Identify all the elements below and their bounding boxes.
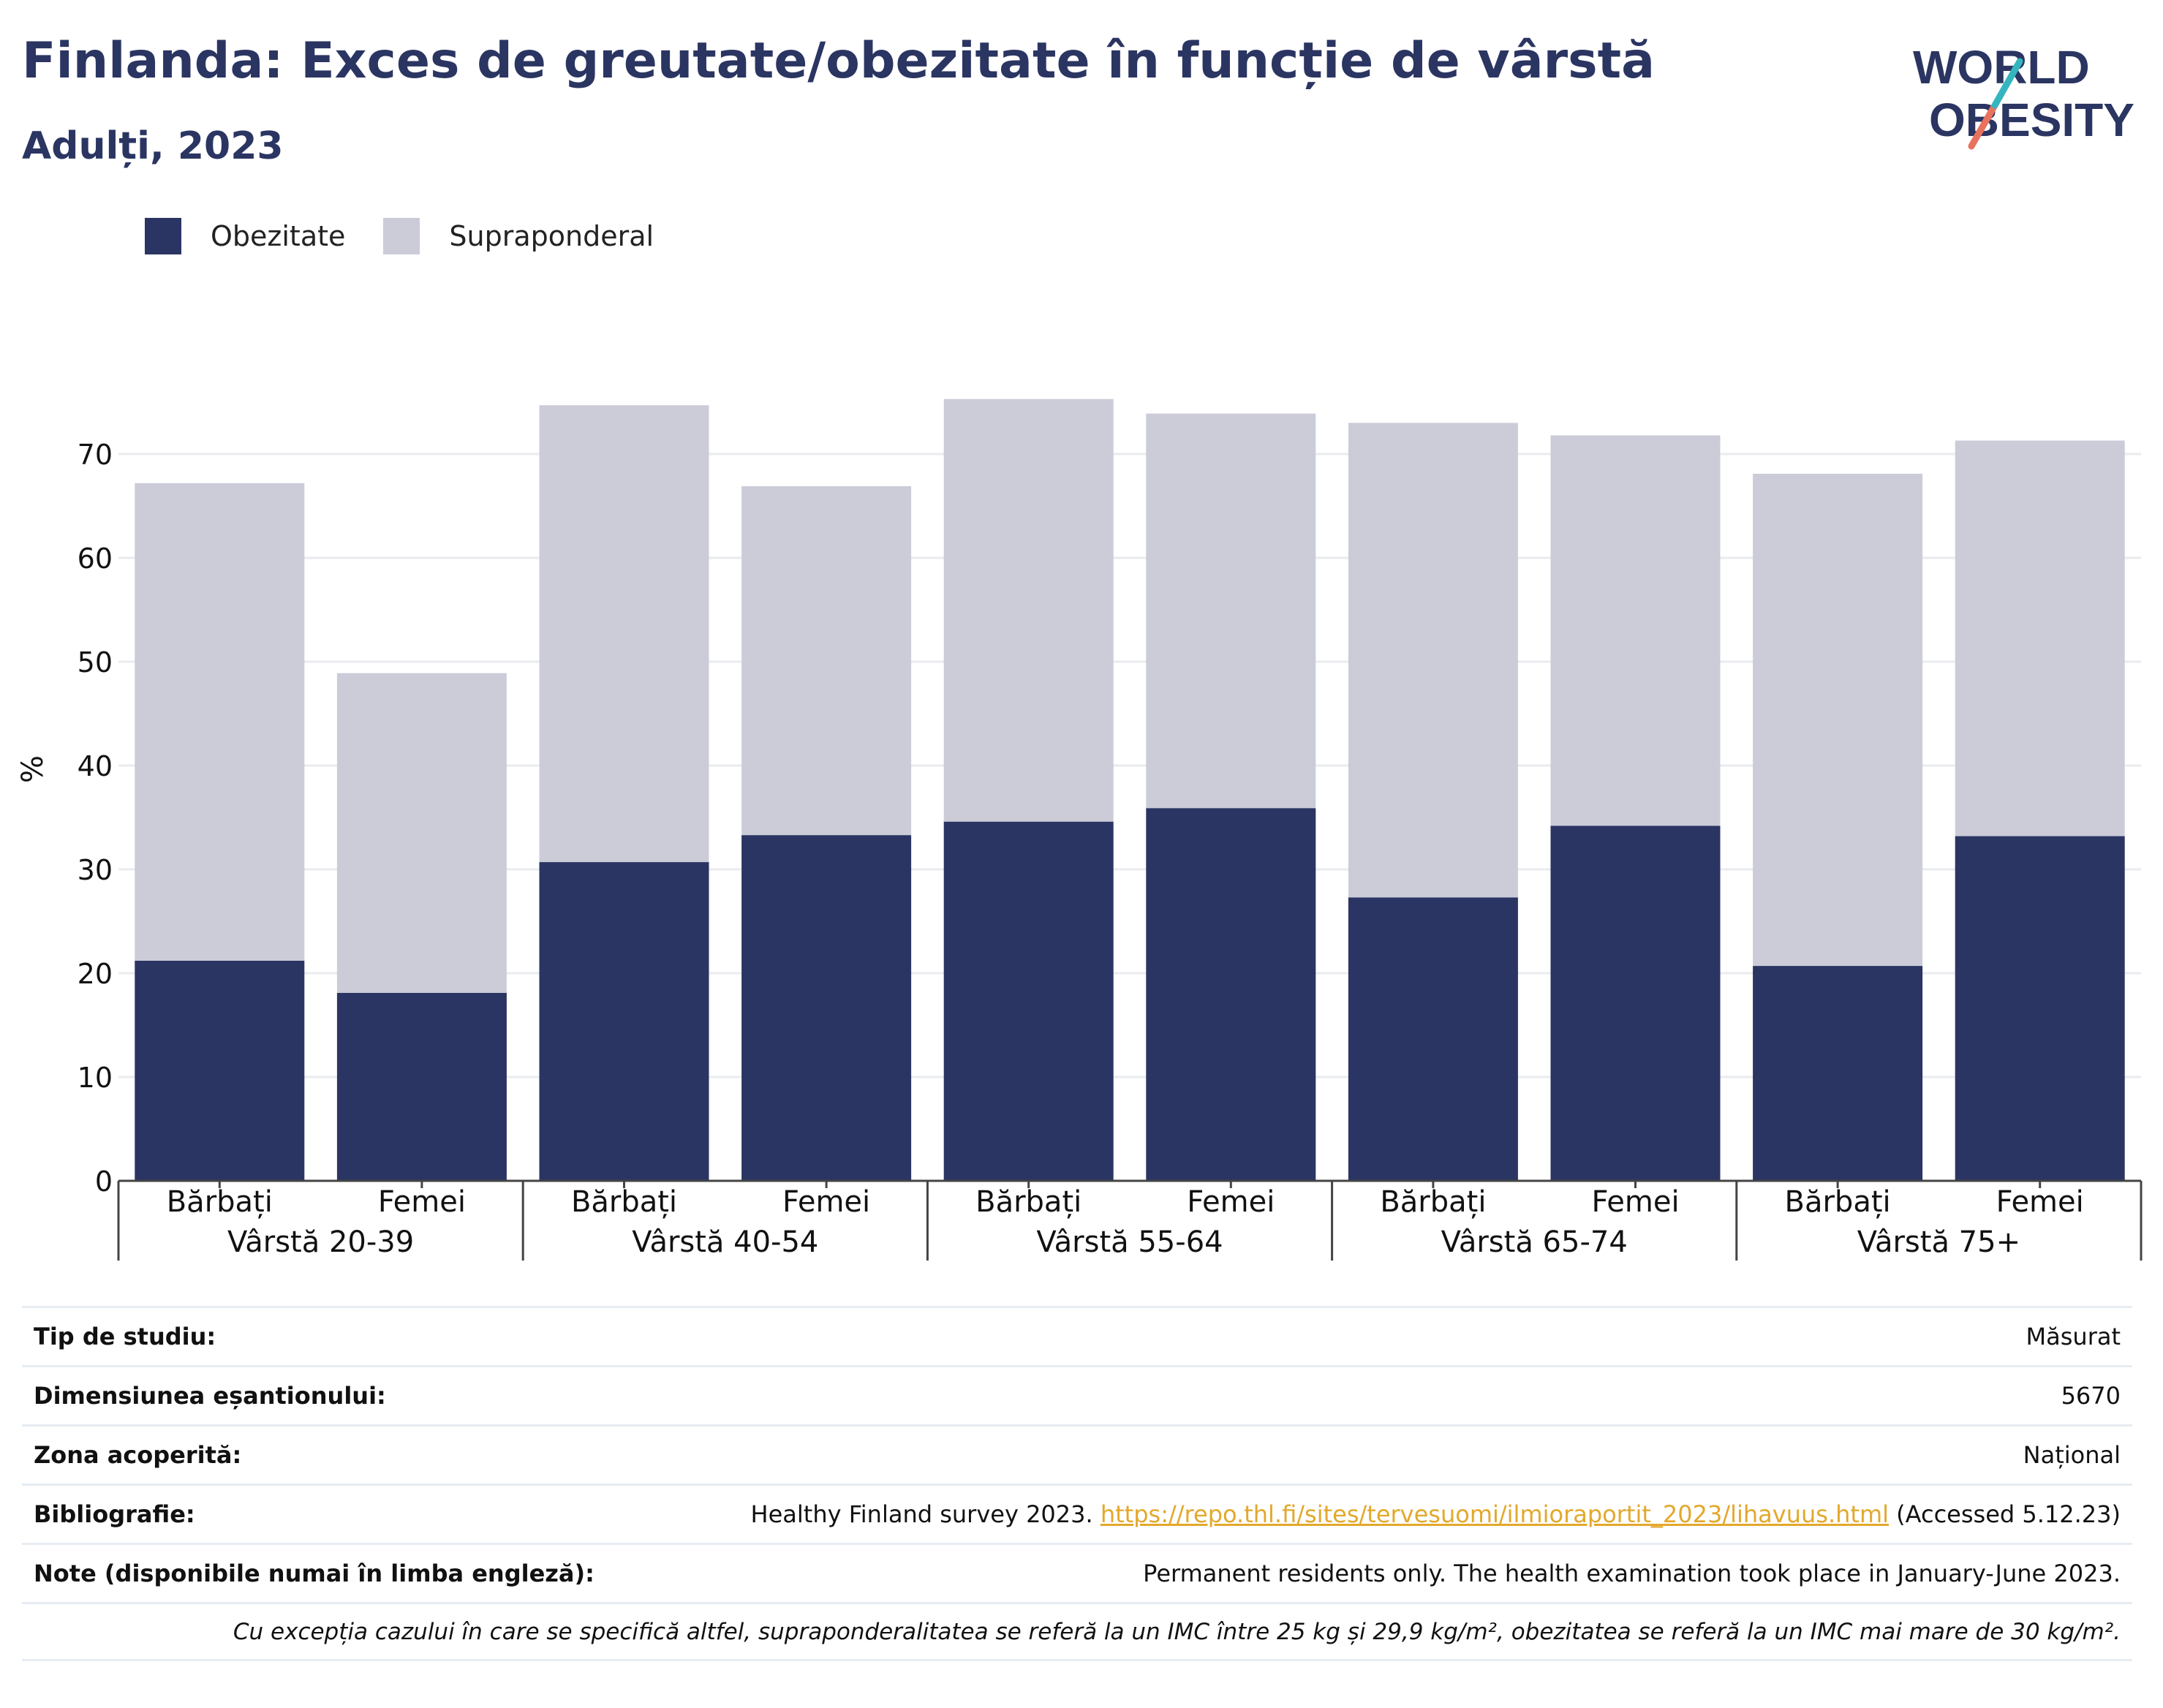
group-label: Vârstă 65-74 xyxy=(1441,1225,1628,1259)
x-tick-label: Bărbați xyxy=(1785,1185,1891,1219)
info-value: Măsurat xyxy=(2026,1323,2121,1350)
bar-overweight xyxy=(539,405,709,863)
x-tick-label: Femei xyxy=(1187,1185,1275,1219)
bar-overweight xyxy=(943,398,1114,822)
info-label: Bibliografie: xyxy=(34,1500,195,1528)
legend-label-obesity: Obezitate xyxy=(211,220,346,252)
logo-line2: OBESITY xyxy=(1929,94,2134,146)
info-value: Healthy Finland survey 2023. https://rep… xyxy=(751,1500,2121,1528)
y-tick-label: 10 xyxy=(78,1062,113,1094)
group-label: Vârstă 40-54 xyxy=(632,1225,818,1259)
x-tick-label: Femei xyxy=(1591,1185,1679,1219)
info-row-coverage: Zona acoperită: Național xyxy=(22,1424,2132,1484)
bar-overweight xyxy=(336,673,507,993)
x-tick-label: Bărbați xyxy=(1380,1185,1486,1219)
logo-slash-lower xyxy=(1968,102,1998,150)
info-label: Tip de studiu: xyxy=(34,1323,216,1350)
x-tick-label: Femei xyxy=(1996,1185,2084,1219)
info-value: Permanent residents only. The health exa… xyxy=(1143,1560,2121,1587)
y-axis-label: % xyxy=(16,755,50,783)
bibliography-suffix: (Accessed 5.12.23) xyxy=(1889,1500,2121,1528)
info-row-footnote: Cu excepția cazului în care se specifică… xyxy=(22,1602,2132,1661)
info-row-study-type: Tip de studiu: Măsurat xyxy=(22,1306,2132,1365)
bar-obesity xyxy=(539,862,709,1181)
bar-obesity xyxy=(1146,808,1316,1181)
info-row-bibliography: Bibliografie: Healthy Finland survey 202… xyxy=(22,1484,2132,1543)
page-title: Finlanda: Exces de greutate/obezitate în… xyxy=(22,32,1656,90)
legend: Obezitate Supraponderal xyxy=(145,216,692,256)
x-tick-label: Bărbați xyxy=(571,1185,677,1219)
legend-item-overweight[interactable]: Supraponderal xyxy=(383,218,654,254)
bar-obesity xyxy=(943,821,1114,1181)
logo-line1: WORLD xyxy=(1913,41,2090,94)
legend-swatch-obesity xyxy=(145,218,181,254)
y-tick-label: 20 xyxy=(78,958,113,990)
bibliography-text: Healthy Finland survey 2023. xyxy=(750,1500,1093,1528)
bar-obesity xyxy=(336,992,507,1181)
bar-overweight xyxy=(1955,440,2125,836)
bar-obesity xyxy=(1753,966,1923,1181)
legend-swatch-overweight xyxy=(383,218,420,254)
bibliography-link[interactable]: https://repo.thl.fi/sites/tervesuomi/ilm… xyxy=(1100,1500,1889,1528)
bar-obesity xyxy=(1550,825,1721,1181)
axis-labels: 0 10 20 30 40 50 60 70 Bărbați Femei Bărbați Femei B… xyxy=(78,439,2084,1259)
x-tick-label: Bărbați xyxy=(975,1185,1082,1219)
axes xyxy=(117,1179,2143,1261)
info-value: 5670 xyxy=(2061,1382,2121,1410)
bar-overweight xyxy=(1753,473,1923,967)
info-value: Național xyxy=(2023,1441,2121,1469)
page-subtitle: Adulți, 2023 xyxy=(22,124,284,168)
stacked-bar-chart: 0 10 20 30 40 50 60 70 Bărbați Femei Bărbați Femei B… xyxy=(16,398,2143,1261)
info-table: Tip de studiu: Măsurat Dimensiunea eșant… xyxy=(22,1306,2132,1661)
y-tick-label: 60 xyxy=(78,543,113,575)
info-label: Zona acoperită: xyxy=(34,1441,242,1469)
bar-obesity xyxy=(741,835,912,1181)
bar-overweight xyxy=(741,486,912,836)
bar-overweight xyxy=(135,483,305,961)
y-tick-label: 40 xyxy=(78,750,113,782)
bar-overweight xyxy=(1348,423,1518,898)
bar-obesity xyxy=(135,960,305,1181)
y-tick-label: 0 xyxy=(95,1165,113,1198)
x-tick-label: Bărbați xyxy=(167,1185,273,1219)
legend-label-overweight: Supraponderal xyxy=(449,220,654,252)
info-label: Dimensiunea eșantionului: xyxy=(34,1382,386,1410)
info-label: Note (disponibile numai în limba engleză… xyxy=(34,1560,594,1587)
group-label: Vârstă 55-64 xyxy=(1036,1225,1223,1259)
y-tick-label: 70 xyxy=(78,439,113,471)
footnote: Cu excepția cazului în care se specifică… xyxy=(233,1618,2121,1645)
bars xyxy=(135,398,2125,1181)
bar-overweight xyxy=(1550,435,1721,826)
x-tick-label: Femei xyxy=(782,1185,870,1219)
bar-obesity xyxy=(1955,836,2125,1181)
info-row-sample-size: Dimensiunea eșantionului: 5670 xyxy=(22,1365,2132,1424)
group-label: Vârstă 75+ xyxy=(1857,1225,2020,1259)
info-row-notes: Note (disponibile numai în limba engleză… xyxy=(22,1543,2132,1602)
y-tick-label: 50 xyxy=(78,646,113,679)
legend-item-obesity[interactable]: Obezitate xyxy=(145,218,345,254)
y-tick-label: 30 xyxy=(78,854,113,886)
x-tick-label: Femei xyxy=(378,1185,466,1219)
logo-slash-upper xyxy=(1991,58,2023,109)
group-label: Vârstă 20-39 xyxy=(227,1225,414,1259)
bar-obesity xyxy=(1348,897,1518,1181)
world-obesity-logo: WORLD OBESITY xyxy=(1913,41,2134,150)
bar-overweight xyxy=(1146,413,1316,809)
